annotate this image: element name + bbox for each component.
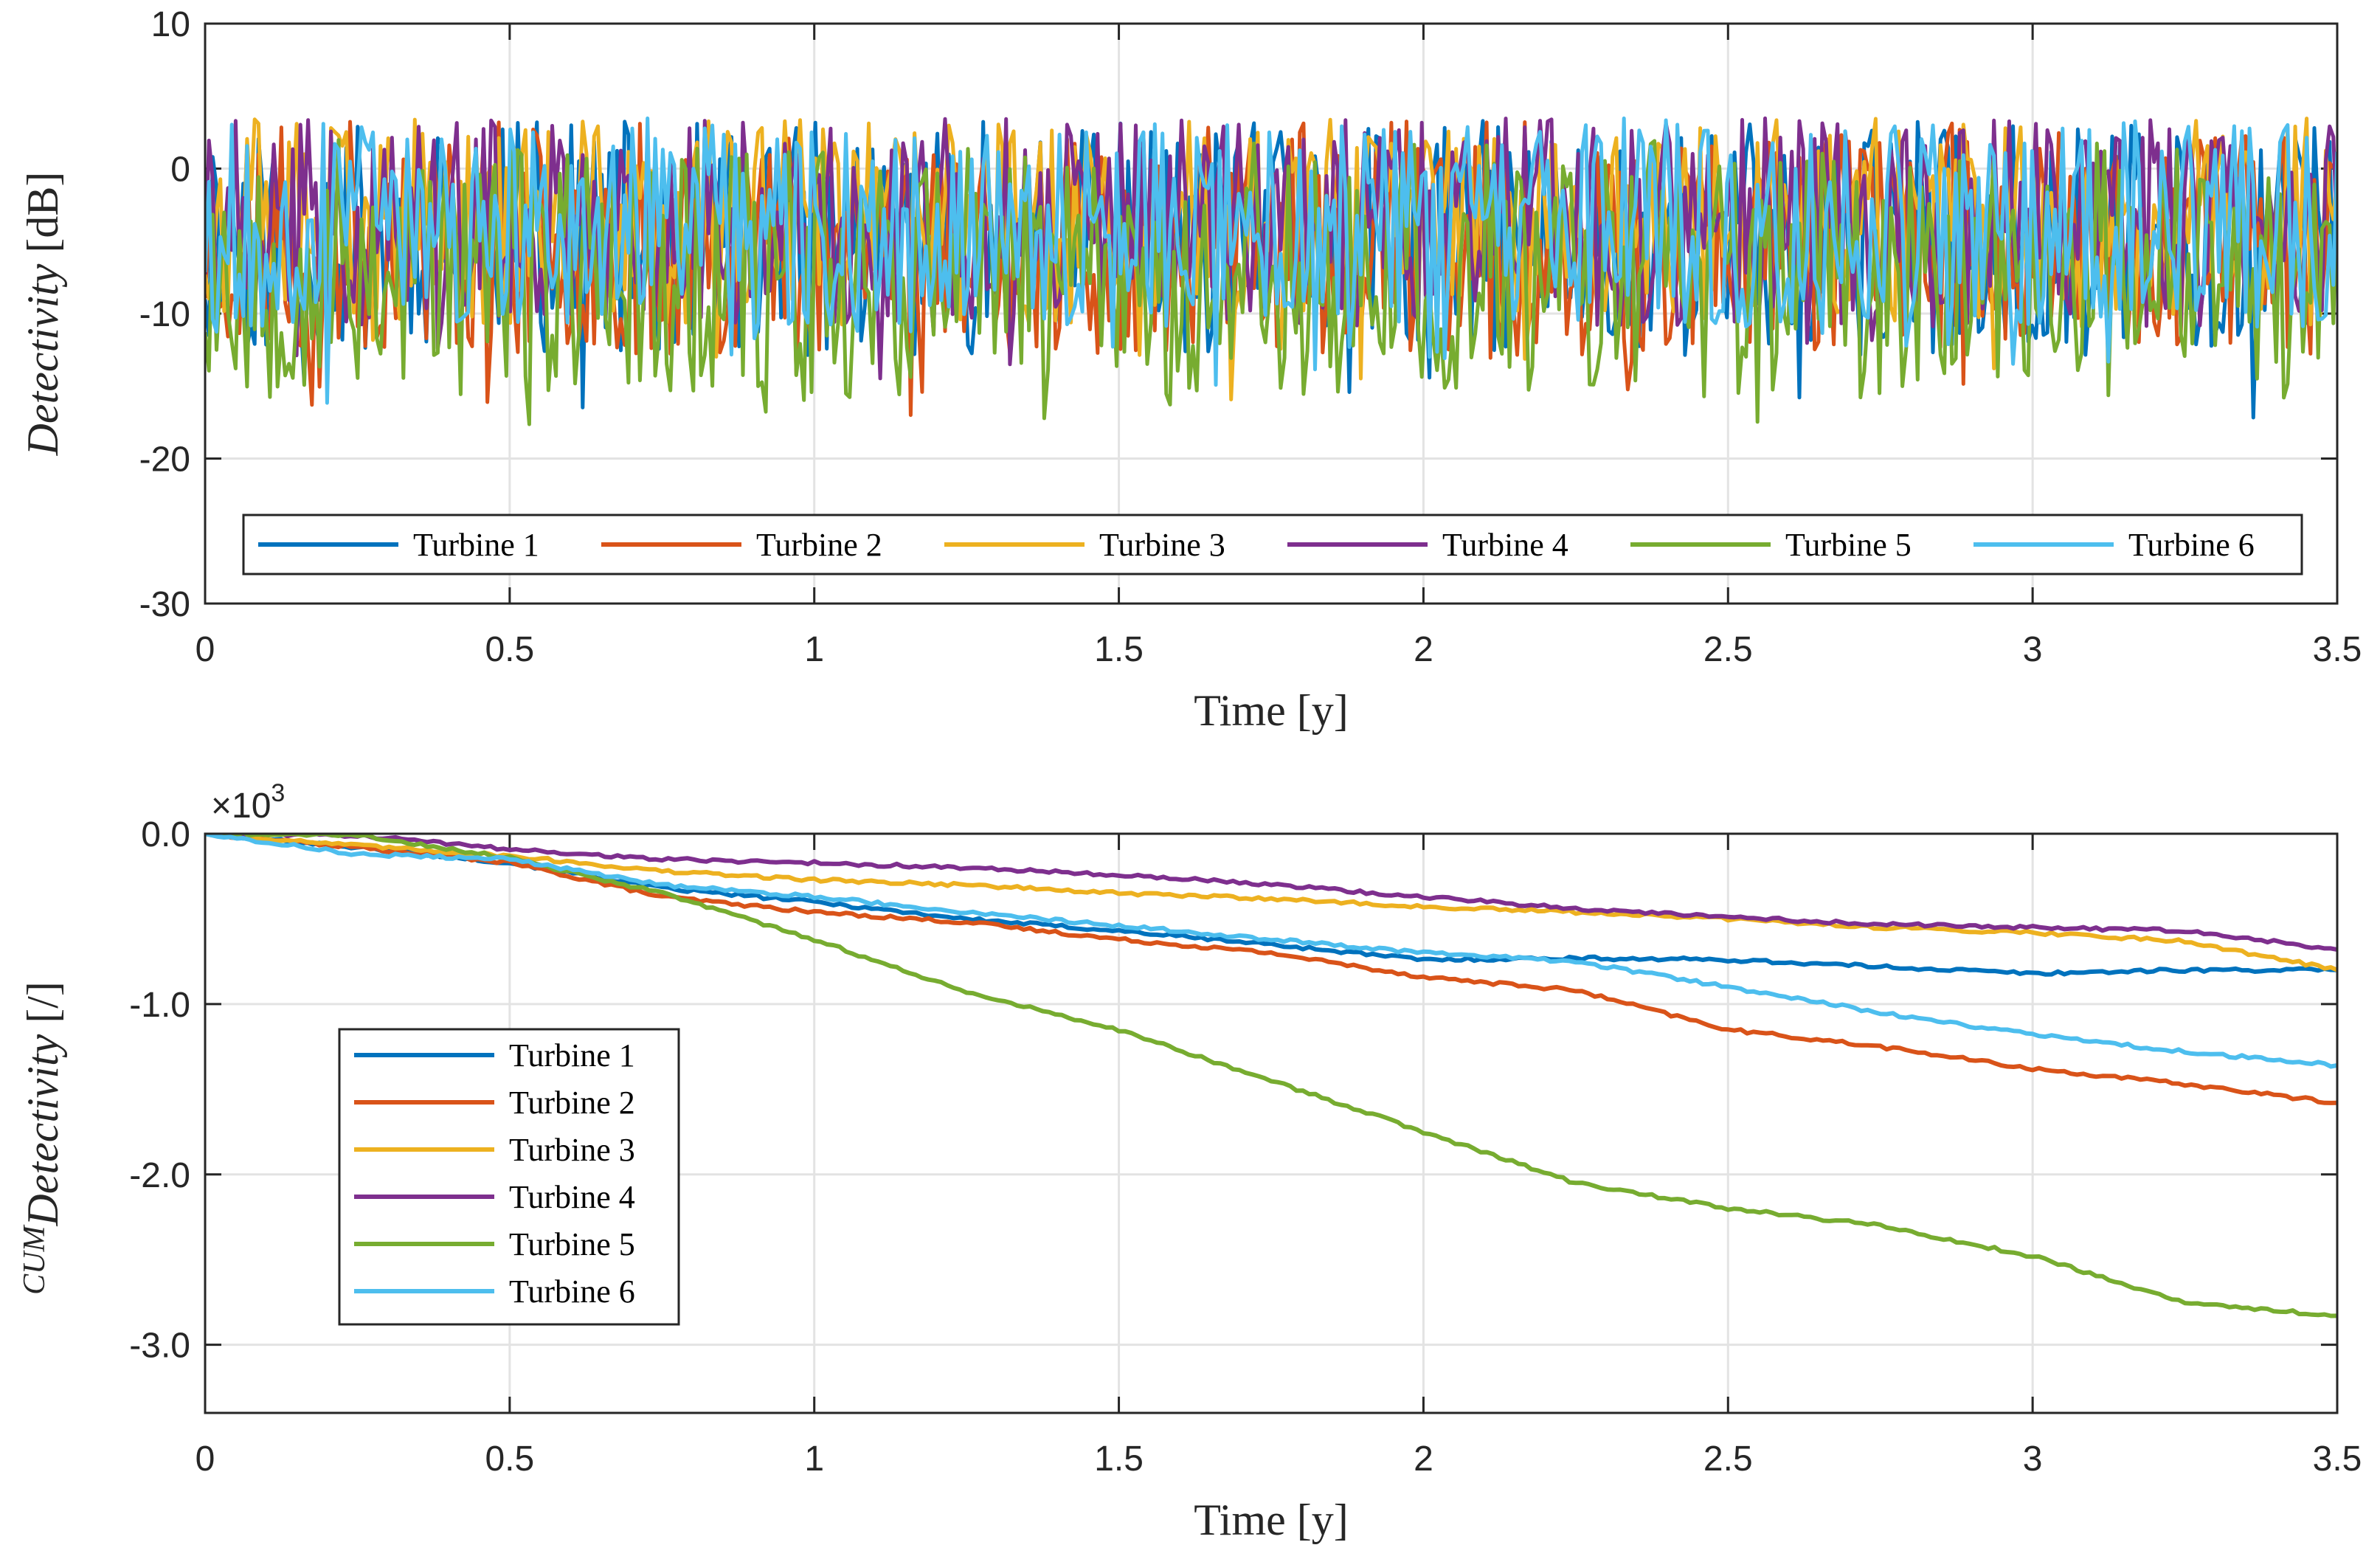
x-tick-label: 1.5 (1094, 1439, 1144, 1479)
legend-box (338, 1028, 680, 1326)
legend-label-turbine-5: Turbine 5 (509, 1226, 635, 1262)
y-axis-label-superscript: CUM (18, 1225, 52, 1295)
legend-label-turbine-6: Turbine 6 (2128, 527, 2255, 563)
legend-label-turbine-1: Turbine 1 (509, 1037, 635, 1074)
y-axis-label: Detectivity [dB] (18, 172, 67, 457)
legend-label-turbine-3: Turbine 3 (509, 1132, 635, 1168)
y-tick-label: -2.0 (129, 1156, 190, 1195)
x-tick-label: 0 (196, 1439, 215, 1479)
series-group (205, 834, 2337, 1318)
x-tick-label: 0 (196, 630, 215, 669)
x-tick-label: 0.5 (485, 630, 534, 669)
legend-label-turbine-5: Turbine 5 (1785, 527, 1912, 563)
y-axis-label-name: Detectivity (18, 263, 67, 456)
top-detectivity-plot: 0 0.5 1 1.5 2 2.5 3 3.5 10 0 -10 -20 -30 Time [y] Dete… (18, 5, 2362, 735)
x-tick-label: 3 (2023, 1439, 2043, 1479)
x-tick-label: 0.5 (485, 1439, 534, 1479)
x-tick-label: 3.5 (2313, 630, 2362, 669)
y-axis-label-name: Detectivity (18, 1034, 67, 1226)
legend-label-turbine-1: Turbine 1 (413, 527, 539, 563)
legend: Turbine 1 Turbine 2 Turbine 3 Turbine 4 Turb… (338, 1028, 680, 1326)
y-axis-label-unit: [/] (18, 981, 67, 1034)
series-line-turbine-6 (205, 834, 2337, 1069)
legend-label-turbine-2: Turbine 2 (509, 1085, 635, 1121)
x-tick-label: 2.5 (1703, 630, 1753, 669)
axes-box (204, 832, 2339, 1414)
y-exponent-power: 3 (271, 779, 285, 807)
y-exponent-label: ×103 (211, 779, 285, 826)
legend-label-turbine-6: Turbine 6 (509, 1273, 635, 1310)
bottom-cumulative-plot: 0 0.5 1 1.5 2 2.5 3 3.50.0-1.0-2.0-3.0×103Time … (18, 779, 2362, 1544)
legend-label-turbine-4: Turbine 4 (1442, 527, 1568, 563)
x-tick-label: 3.5 (2313, 1439, 2362, 1479)
y-exponent-base: ×10 (211, 787, 271, 826)
x-axis-label: Time [y] (1194, 1496, 1348, 1544)
y-tick-label: -1.0 (129, 986, 190, 1025)
x-tick-label: 1 (804, 630, 824, 669)
series-line-turbine-4 (205, 834, 2337, 952)
x-tick-label: 1 (804, 1439, 824, 1479)
x-tick-label: 1.5 (1094, 630, 1144, 669)
series-line-turbine-3 (205, 834, 2337, 972)
y-tick-label: -3.0 (129, 1327, 190, 1366)
x-tick-label: 2 (1414, 630, 1433, 669)
y-tick-label: -20 (139, 440, 190, 480)
series-group (205, 116, 2337, 426)
y-tick-label: -10 (139, 295, 190, 334)
y-tick-label: 0 (170, 151, 190, 190)
y-axis-label: CUMDetectivity [/] (18, 981, 67, 1295)
legend-label-turbine-3: Turbine 3 (1099, 527, 1225, 563)
y-tick-label: 10 (151, 5, 190, 44)
axes-box (204, 22, 2339, 605)
y-tick-label: 0.0 (141, 815, 190, 854)
x-tick-label: 2.5 (1703, 1439, 1753, 1479)
x-tick-label: 3 (2023, 630, 2043, 669)
y-tick-label: -30 (139, 585, 190, 624)
legend-label-turbine-4: Turbine 4 (509, 1179, 635, 1215)
x-tick-label: 2 (1414, 1439, 1433, 1479)
y-axis-label-unit: [dB] (18, 172, 67, 264)
series-line-turbine-2 (205, 834, 2337, 1105)
legend-label-turbine-2: Turbine 2 (756, 527, 882, 563)
series-line-turbine-6 (205, 116, 2337, 405)
x-axis-label: Time [y] (1194, 686, 1348, 735)
legend: Turbine 1 Turbine 2 Turbine 3 Turbine 4 Turb… (242, 514, 2303, 575)
legend-box (242, 514, 2303, 575)
